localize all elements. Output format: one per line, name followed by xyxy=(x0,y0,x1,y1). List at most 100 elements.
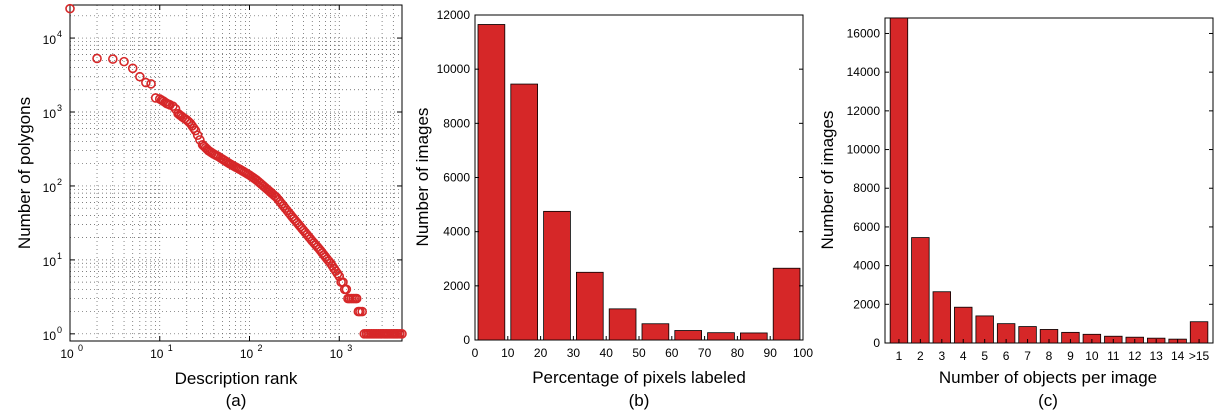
ticks-b: 0 10 20 30 40 50 60 70 80 90 100 0 2000 4000 6000 8000 1… xyxy=(437,8,814,360)
y-tick-label-b: 8000 xyxy=(443,116,470,130)
bar-b xyxy=(477,24,506,341)
data-point-a xyxy=(357,306,367,317)
bars-b xyxy=(477,24,801,341)
x-tick-label-c: 14 xyxy=(1171,349,1185,363)
data-point-a xyxy=(146,79,156,89)
x-tick-label-b: 30 xyxy=(567,346,581,360)
bar-b xyxy=(707,332,735,341)
bar-b xyxy=(740,332,768,341)
grid-a xyxy=(69,5,403,341)
y-tick-label-c: 0 xyxy=(873,336,880,350)
x-tick-label-b: 10 xyxy=(501,346,515,360)
bar-c xyxy=(889,17,909,344)
y-tick-exponent-a: 0 xyxy=(57,325,62,335)
x-tick-label-c: 1 xyxy=(896,349,903,363)
data-point-a xyxy=(190,125,201,136)
y-tick-label-a: 10 xyxy=(43,181,57,195)
x-tick-label-b: 40 xyxy=(600,346,614,360)
ticks-c: 1 2 3 4 5 6 7 8 9 10 11 12 13 14 >15020004000600080001… xyxy=(847,26,1213,363)
bar-b xyxy=(772,267,801,341)
y-tick-label-c: 14000 xyxy=(847,65,881,79)
y-tick-label-c: 2000 xyxy=(853,297,880,311)
y-tick-label-a: 10 xyxy=(43,33,57,47)
data-point-a xyxy=(127,63,138,74)
x-tick-label-c: >15 xyxy=(1189,349,1210,363)
x-tick-exponent-a: 1 xyxy=(168,343,173,353)
x-tick-label-c: 12 xyxy=(1128,349,1142,363)
x-tick-label-a: 10 xyxy=(240,347,254,361)
panel-label-a: (a) xyxy=(226,391,247,410)
panel-b: 0 10 20 30 40 50 60 70 80 90 100 0 2000 4000 6000 8000 1… xyxy=(413,8,813,410)
x-tick-label-c: 9 xyxy=(1067,349,1074,363)
panel-a: 10 0 10 1 10 2 10 310 010 110 210 310 4 Number of po… xyxy=(15,3,407,410)
x-tick-label-c: 7 xyxy=(1024,349,1031,363)
x-tick-label-b: 100 xyxy=(793,346,813,360)
bar-b xyxy=(543,210,571,341)
y-tick-label-c: 12000 xyxy=(847,104,881,118)
y-tick-label-c: 4000 xyxy=(853,259,880,273)
x-tick-label-c: 13 xyxy=(1150,349,1164,363)
x-tick-label-b: 90 xyxy=(764,346,778,360)
bar-b xyxy=(608,308,637,341)
data-point-a xyxy=(150,93,161,103)
y-tick-label-c: 6000 xyxy=(853,220,880,234)
y-tick-label-c: 10000 xyxy=(847,143,881,157)
bar-c xyxy=(932,291,952,344)
data-point-a xyxy=(119,56,129,67)
y-tick-exponent-a: 1 xyxy=(57,251,62,261)
x-tick-label-c: 2 xyxy=(917,349,924,363)
y-tick-label-c: 8000 xyxy=(853,181,880,195)
y-tick-label-a: 10 xyxy=(43,329,57,343)
y-tick-label-a: 10 xyxy=(43,255,57,269)
bar-c xyxy=(911,237,930,344)
data-point-a xyxy=(135,71,145,82)
x-tick-label-a: 10 xyxy=(60,347,74,361)
x-tick-label-c: 6 xyxy=(1003,349,1010,363)
data-point-a xyxy=(189,123,199,134)
data-point-a xyxy=(65,3,75,14)
x-tick-exponent-a: 3 xyxy=(347,343,352,353)
x-tick-label-b: 20 xyxy=(534,346,548,360)
panel-label-b: (b) xyxy=(629,391,650,410)
y-tick-label-b: 2000 xyxy=(443,279,470,293)
ticks-a: 10 0 10 1 10 2 10 310 010 110 210 310 4 xyxy=(43,5,402,361)
data-point-a xyxy=(108,54,118,64)
x-tick-label-b: 70 xyxy=(698,346,712,360)
x-tick-label-c: 8 xyxy=(1046,349,1053,363)
data-point-a xyxy=(192,130,203,141)
x-tick-label-b: 50 xyxy=(632,346,646,360)
x-tick-exponent-a: 2 xyxy=(258,343,263,353)
x-axis-label-c: Number of objects per image xyxy=(939,368,1157,387)
y-axis-label-b: Number of images xyxy=(413,108,432,247)
x-tick-label-c: 4 xyxy=(960,349,967,363)
y-tick-label-b: 10000 xyxy=(437,62,471,76)
y-axis-label-a: Number of polygons xyxy=(15,97,34,249)
data-point-a xyxy=(341,284,352,295)
x-tick-label-c: 10 xyxy=(1085,349,1099,363)
x-tick-label-b: 60 xyxy=(665,346,679,360)
data-point-a xyxy=(351,293,362,304)
data-point-a xyxy=(92,53,102,64)
x-tick-label-c: 3 xyxy=(938,349,945,363)
x-tick-label-b: 80 xyxy=(731,346,745,360)
bar-b xyxy=(576,271,604,341)
bar-c xyxy=(975,315,994,344)
bar-b xyxy=(674,330,702,341)
data-point-a xyxy=(397,329,407,339)
x-tick-exponent-a: 0 xyxy=(78,343,83,353)
x-tick-label-a: 10 xyxy=(150,347,164,361)
x-tick-label-c: 11 xyxy=(1107,349,1120,363)
bar-b xyxy=(510,83,538,341)
x-axis-label-b: Percentage of pixels labeled xyxy=(532,368,746,387)
y-tick-exponent-a: 2 xyxy=(57,177,62,187)
panel-label-c: (c) xyxy=(1038,391,1058,410)
bars-c xyxy=(889,17,1209,344)
x-tick-label-b: 0 xyxy=(472,346,479,360)
y-tick-exponent-a: 3 xyxy=(57,103,62,113)
y-tick-label-b: 4000 xyxy=(443,225,470,239)
bar-c xyxy=(954,306,973,344)
x-axis-label-a: Description rank xyxy=(175,369,298,388)
y-tick-label-c: 16000 xyxy=(847,26,881,40)
plot-frame-a xyxy=(69,4,403,342)
